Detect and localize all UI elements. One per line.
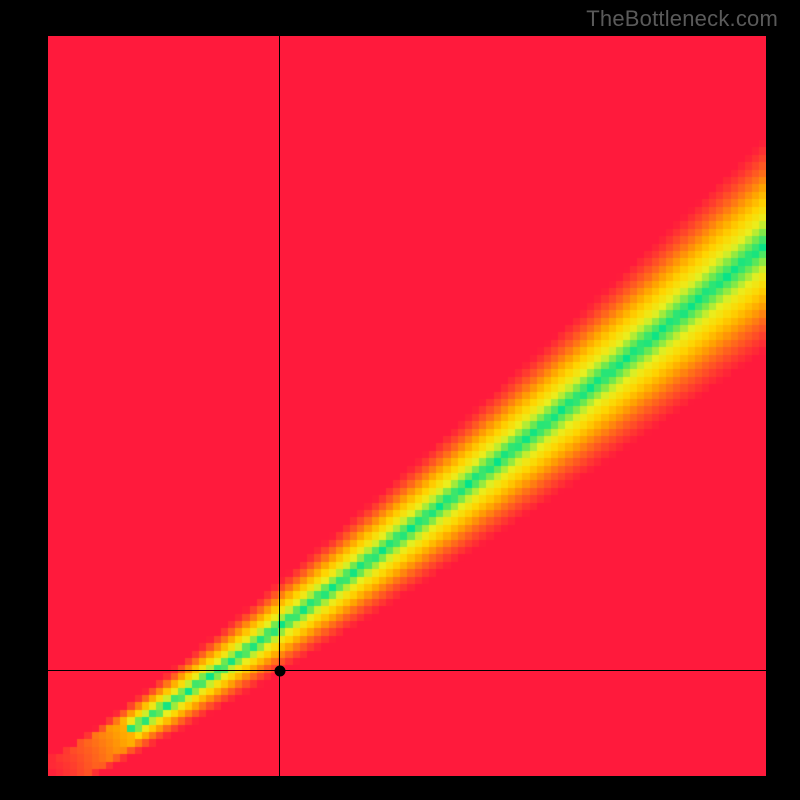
watermark-text: TheBottleneck.com <box>586 6 778 32</box>
heatmap-canvas <box>48 36 766 776</box>
chart-frame: TheBottleneck.com <box>0 0 800 800</box>
heatmap-plot <box>48 36 766 776</box>
